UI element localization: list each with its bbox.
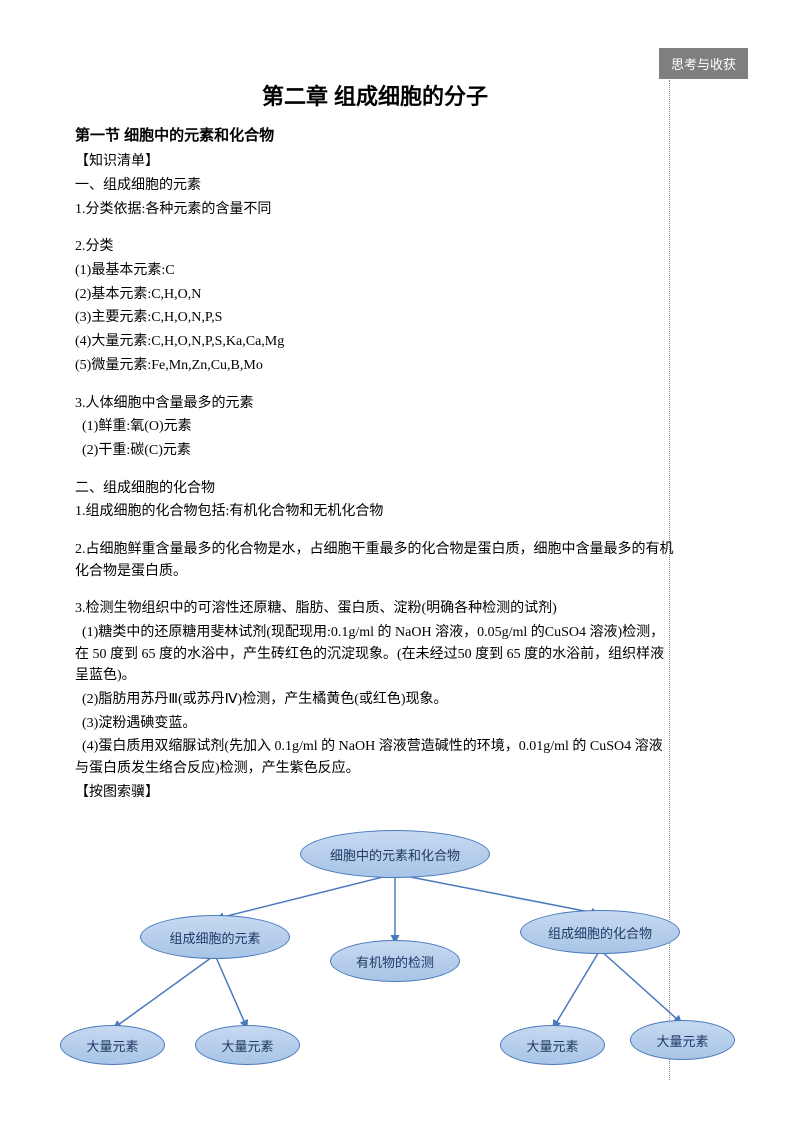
concept-map: 细胞中的元素和化合物组成细胞的元素有机物的检测组成细胞的化合物大量元素大量元素大… (40, 830, 760, 1110)
heading-1: 一、组成细胞的元素 (75, 175, 675, 197)
knowledge-header: 【知识清单】 (75, 151, 675, 173)
section-title: 第一节 细胞中的元素和化合物 (75, 124, 675, 147)
line: 2.占细胞鲜重含量最多的化合物是水，占细胞干重最多的化合物是蛋白质，细胞中含量最… (75, 539, 675, 582)
line: (1)糖类中的还原糖用斐林试剂(现配现用:0.1g/ml 的 NaOH 溶液，0… (75, 622, 675, 687)
line: (3)淀粉遇碘变蓝。 (75, 713, 675, 735)
chapter-title: 第二章 组成细胞的分子 (75, 80, 675, 114)
line: (2)脂肪用苏丹Ⅲ(或苏丹Ⅳ)检测，产生橘黄色(或红色)现象。 (75, 689, 675, 711)
line: 3.人体细胞中含量最多的元素 (75, 393, 675, 415)
diagram-node: 大量元素 (630, 1020, 735, 1060)
diagram-node: 大量元素 (60, 1025, 165, 1065)
line: (3)主要元素:C,H,O,N,P,S (75, 307, 675, 329)
diagram-node: 细胞中的元素和化合物 (300, 830, 490, 878)
document-body: 第二章 组成细胞的分子 第一节 细胞中的元素和化合物 【知识清单】 一、组成细胞… (75, 80, 675, 806)
diagram-header: 【按图索骥】 (75, 782, 675, 804)
line: (1)最基本元素:C (75, 260, 675, 282)
heading-2: 二、组成细胞的化合物 (75, 478, 675, 500)
diagram-node: 组成细胞的化合物 (520, 910, 680, 954)
diagram-node: 有机物的检测 (330, 940, 460, 982)
line: (4)蛋白质用双缩脲试剂(先加入 0.1g/ml 的 NaOH 溶液营造碱性的环… (75, 736, 675, 779)
line: (5)微量元素:Fe,Mn,Zn,Cu,B,Mo (75, 355, 675, 377)
sidebar-badge: 思考与收获 (659, 48, 748, 79)
line: (2)基本元素:C,H,O,N (75, 284, 675, 306)
line: 1.分类依据:各种元素的含量不同 (75, 199, 675, 221)
line: 3.检测生物组织中的可溶性还原糖、脂肪、蛋白质、淀粉(明确各种检测的试剂) (75, 598, 675, 620)
diagram-node: 组成细胞的元素 (140, 915, 290, 959)
line: (2)干重:碳(C)元素 (75, 440, 675, 462)
diagram-node: 大量元素 (195, 1025, 300, 1065)
line: 1.组成细胞的化合物包括:有机化合物和无机化合物 (75, 501, 675, 523)
diagram-node: 大量元素 (500, 1025, 605, 1065)
line: 2.分类 (75, 236, 675, 258)
line: (1)鲜重:氧(O)元素 (75, 416, 675, 438)
line: (4)大量元素:C,H,O,N,P,S,Ka,Ca,Mg (75, 331, 675, 353)
